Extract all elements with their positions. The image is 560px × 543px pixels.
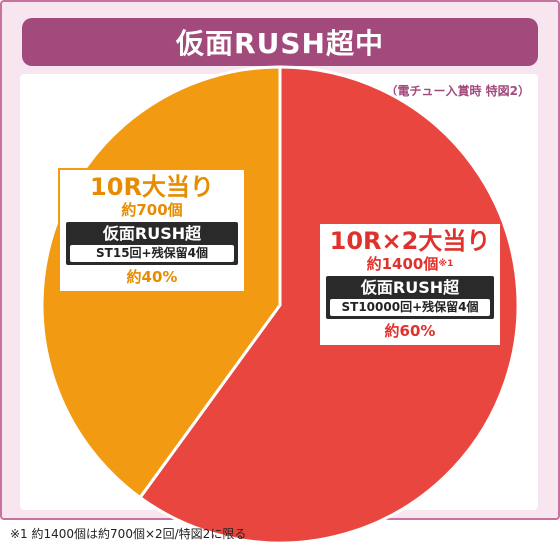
slice-orange-title: 10R大当り — [90, 173, 214, 201]
slice-orange-detail: ST15回+残保留4個 — [70, 245, 234, 262]
footnote-mark: ※1 — [438, 259, 454, 269]
slice-red-payout: 約1400個 — [366, 255, 439, 273]
slice-red-mode-box: 仮面RUSH超 ST10000回+残保留4個 — [326, 276, 494, 319]
page-title: 仮面RUSH超中 — [22, 18, 538, 66]
slice-orange-mode: 仮面RUSH超 — [102, 224, 202, 243]
slice-orange-percent: 約40% — [126, 268, 178, 286]
slice-label-red: 10R×2大当り 約1400個※1 仮面RUSH超 ST10000回+残保留4個… — [318, 222, 502, 347]
slice-orange-mode-box: 仮面RUSH超 ST15回+残保留4個 — [66, 222, 238, 265]
slice-red-payout-line: 約1400個※1 — [326, 255, 494, 274]
slice-red-mode: 仮面RUSH超 — [360, 278, 460, 297]
slice-label-orange: 10R大当り 約700個 仮面RUSH超 ST15回+残保留4個 約40% — [58, 168, 246, 293]
slice-red-detail: ST10000回+残保留4個 — [330, 299, 490, 316]
slice-orange-payout: 約700個 — [121, 201, 183, 219]
footnote: ※1 約1400個は約700個×2回/特図2に限る — [10, 527, 247, 541]
slice-red-percent: 約60% — [384, 322, 436, 340]
condition-note: （電チュー入賞時 特図2） — [385, 84, 530, 98]
slice-red-title: 10R×2大当り — [329, 227, 491, 255]
